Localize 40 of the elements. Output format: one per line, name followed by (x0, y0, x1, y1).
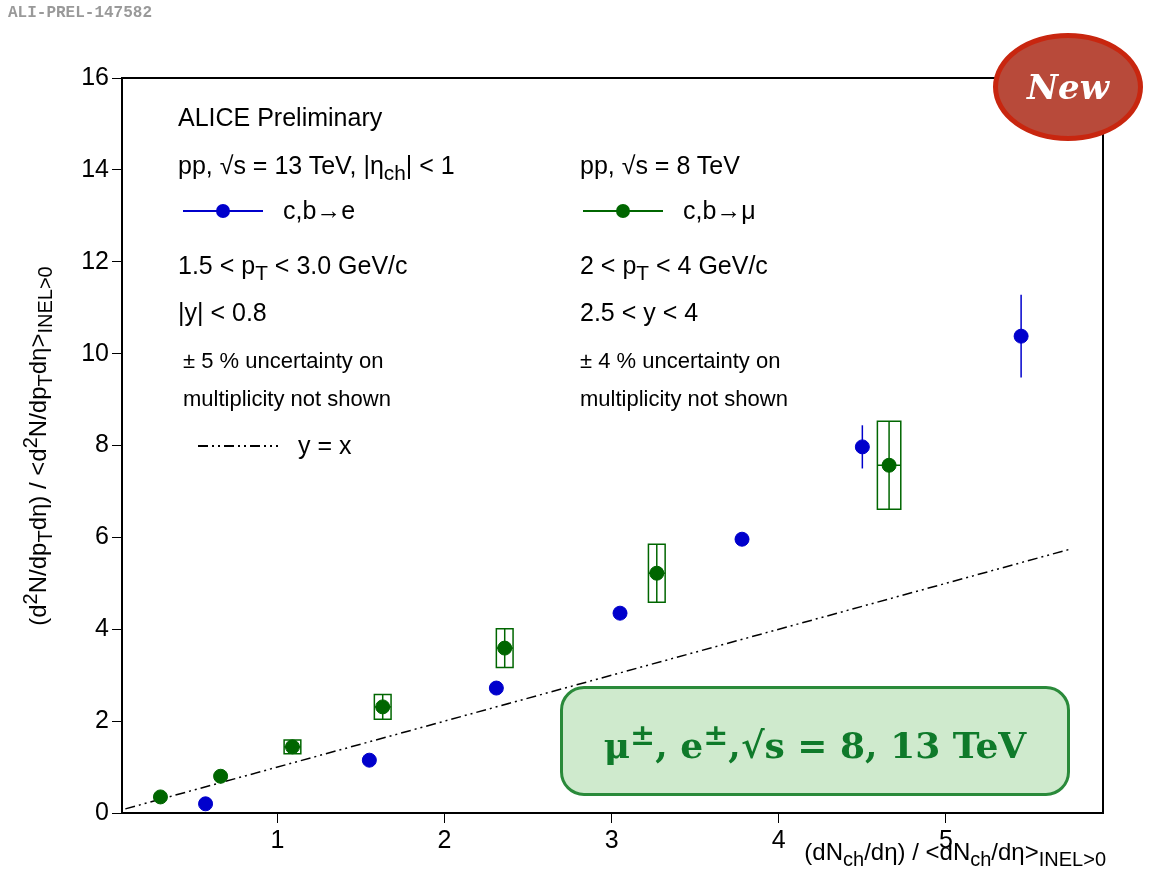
point (361, 752, 377, 768)
y-tick-label: 6 (95, 521, 109, 550)
oval-badge: New (993, 33, 1143, 141)
y-tick-label: 8 (95, 429, 109, 458)
legend-label: c,b→e (283, 195, 356, 224)
y-tick-label: 10 (81, 337, 109, 366)
rounded-box: μ$^{±}$, e$^{±}$,√s = 8, 13 TeV (560, 686, 1070, 796)
y-tick-label: 14 (81, 153, 110, 182)
text: ALI-PREL-147582 (8, 4, 153, 22)
x-tick-label: 1 (270, 824, 285, 853)
point (198, 796, 214, 812)
annotation: ± 5 % uncertainty on (183, 348, 384, 374)
x-tick-label: 2 (437, 824, 452, 853)
point (612, 605, 628, 621)
annotation: ALICE Preliminary (178, 103, 383, 132)
point (213, 768, 229, 784)
y-tick-label: 0 (95, 796, 109, 825)
x-tick-label: 3 (604, 824, 619, 853)
annotation: multiplicity not shown (183, 386, 391, 412)
annotation: multiplicity not shown (580, 386, 788, 412)
point (734, 531, 750, 547)
point (152, 789, 168, 805)
annotation: |y| < 0.8 (178, 298, 267, 327)
y-tick-label: 12 (81, 245, 109, 274)
annotation: ± 4 % uncertainty on (580, 348, 781, 374)
annotation: 2.5 < y < 4 (580, 298, 699, 327)
annotation: New (1027, 67, 1109, 107)
legend-label: y = x (298, 430, 352, 459)
annotation: 2 < p$_{T}$ < 4 GeV/c (580, 251, 768, 285)
y-tick-label: 2 (95, 705, 109, 734)
annotation: μ$^{±}$, e$^{±}$,√s = 8, 13 TeV (603, 716, 1027, 766)
y-tick-label: 4 (95, 613, 110, 642)
legend-label: c,b→μ (683, 195, 756, 224)
annotation: pp, √s = 13 TeV, |η$_{ch}$| < 1 (178, 151, 455, 185)
y-tick-label: 16 (81, 61, 109, 90)
point (854, 439, 870, 455)
x-tick-label: 4 (771, 824, 786, 853)
annotation: 1.5 < p$_{T}$ < 3.0 GeV/c (178, 251, 408, 285)
annotation: pp, √s = 8 TeV (580, 151, 740, 180)
point (488, 680, 504, 696)
